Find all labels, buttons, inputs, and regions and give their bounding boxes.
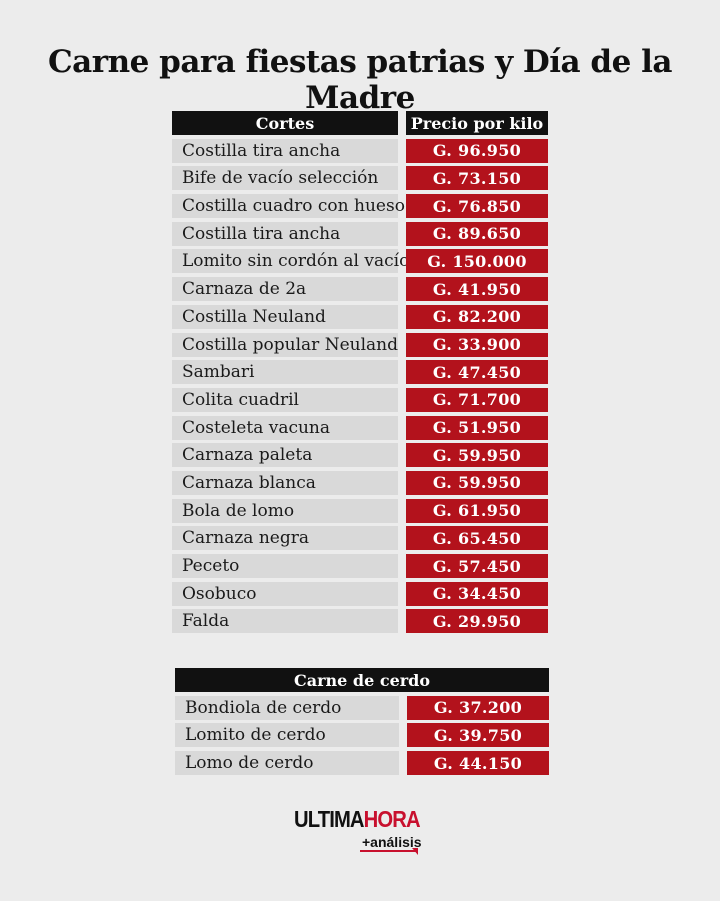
cut-name: Sambari — [172, 360, 398, 385]
cut-name: Osobuco — [172, 581, 398, 606]
cut-name: Carnaza paleta — [172, 443, 398, 468]
price-per-kilo: G. 82.200 — [406, 304, 548, 329]
table-row: Carnaza negra G. 65.450 — [172, 526, 548, 551]
header-carne-de-cerdo: Carne de cerdo — [175, 668, 549, 692]
table-row: Sambari G. 47.450 — [172, 360, 548, 385]
logo-subtitle: +análisis — [362, 834, 422, 850]
table-row: Carnaza paleta G. 59.950 — [172, 443, 548, 468]
price-per-kilo: G. 59.950 — [406, 470, 548, 495]
logo-word-ultima: ULTIMA — [294, 806, 365, 832]
cut-name: Lomito sin cordón al vacío — [172, 249, 409, 274]
header-precio-por-kilo: Precio por kilo — [406, 111, 548, 135]
beef-table-body: Costilla tira ancha G. 96.950 Bife de vací… — [172, 138, 548, 634]
price-per-kilo: G. 71.700 — [406, 387, 548, 412]
table-row: Costilla tira ancha G. 96.950 — [172, 138, 548, 163]
cut-name: Bola de lomo — [172, 498, 398, 523]
pork-table-header: Carne de cerdo — [175, 668, 549, 692]
logo-underline — [360, 850, 418, 852]
cut-name: Costilla cuadro con hueso — [172, 194, 405, 219]
cut-name: Carnaza negra — [172, 526, 398, 551]
table-row: Costilla popular Neuland G. 33.900 — [172, 332, 548, 357]
table-row: Lomo de cerdo G. 44.150 — [175, 751, 549, 776]
logo-wordmark: ULTIMAHORA — [294, 806, 421, 833]
price-per-kilo: G. 89.650 — [406, 221, 548, 246]
cut-name: Carnaza blanca — [172, 470, 398, 495]
price-per-kilo: G. 47.450 — [406, 360, 548, 385]
cut-name: Bife de vacío selección — [172, 166, 398, 191]
ultimahora-logo: ULTIMAHORA +análisis — [294, 806, 434, 862]
table-row: Bife de vacío selección G. 73.150 — [172, 166, 548, 191]
price-per-kilo: G. 76.850 — [406, 194, 548, 219]
table-row: Costilla Neuland G. 82.200 — [172, 304, 548, 329]
cut-name: Costilla popular Neuland — [172, 332, 398, 357]
table-row: Osobuco G. 34.450 — [172, 581, 548, 606]
price-per-kilo: G. 65.450 — [406, 526, 548, 551]
price-per-kilo: G. 96.950 — [406, 138, 548, 163]
price-per-kilo: G. 61.950 — [406, 498, 548, 523]
cut-name: Carnaza de 2a — [172, 277, 398, 302]
beef-price-table: Cortes Precio por kilo Costilla tira anc… — [172, 111, 548, 637]
price-per-kilo: G. 39.750 — [407, 723, 549, 748]
table-row: Lomito sin cordón al vacío G. 150.000 — [172, 249, 548, 274]
table-row: Peceto G. 57.450 — [172, 554, 548, 578]
table-row: Carnaza de 2a G. 41.950 — [172, 277, 548, 302]
table-row: Costilla tira ancha G. 89.650 — [172, 221, 548, 246]
cut-name: Lomo de cerdo — [175, 751, 399, 776]
table-row: Falda G. 29.950 — [172, 609, 548, 634]
price-per-kilo: G. 59.950 — [406, 443, 548, 468]
pork-price-table: Carne de cerdo Bondiola de cerdo G. 37.20… — [175, 668, 549, 779]
cut-name: Colita cuadril — [172, 387, 398, 412]
table-row: Bola de lomo G. 61.950 — [172, 498, 548, 523]
header-cortes: Cortes — [172, 111, 398, 135]
cut-name: Falda — [172, 609, 398, 634]
table-row: Bondiola de cerdo G. 37.200 — [175, 695, 549, 720]
cut-name: Lomito de cerdo — [175, 723, 399, 748]
price-per-kilo: G. 51.950 — [406, 415, 548, 440]
price-per-kilo: G. 73.150 — [406, 166, 548, 191]
table-row: Lomito de cerdo G. 39.750 — [175, 723, 549, 748]
cut-name: Costeleta vacuna — [172, 415, 398, 440]
pork-table-body: Bondiola de cerdo G. 37.200 Lomito de cerd… — [175, 695, 549, 776]
speech-tail-icon — [412, 848, 418, 855]
page-title: Carne para fiestas patrias y Día de la M… — [48, 44, 672, 116]
cut-name: Costilla tira ancha — [172, 138, 398, 163]
table-row: Costilla cuadro con hueso G. 76.850 — [172, 194, 548, 219]
beef-table-header: Cortes Precio por kilo — [172, 111, 548, 135]
cut-name: Peceto — [172, 554, 398, 578]
price-per-kilo: G. 34.450 — [406, 581, 548, 606]
cut-name: Costilla tira ancha — [172, 221, 398, 246]
table-row: Carnaza blanca G. 59.950 — [172, 470, 548, 495]
cut-name: Bondiola de cerdo — [175, 695, 399, 720]
table-row: Costeleta vacuna G. 51.950 — [172, 415, 548, 440]
price-per-kilo: G. 44.150 — [407, 751, 549, 776]
price-per-kilo: G. 57.450 — [406, 554, 548, 578]
price-per-kilo: G. 33.900 — [406, 332, 548, 357]
table-row: Colita cuadril G. 71.700 — [172, 387, 548, 412]
logo-word-hora: HORA — [363, 806, 421, 832]
price-per-kilo: G. 41.950 — [406, 277, 548, 302]
price-per-kilo: G. 150.000 — [406, 249, 548, 274]
price-per-kilo: G. 29.950 — [406, 609, 548, 634]
cut-name: Costilla Neuland — [172, 304, 398, 329]
price-per-kilo: G. 37.200 — [407, 695, 549, 720]
